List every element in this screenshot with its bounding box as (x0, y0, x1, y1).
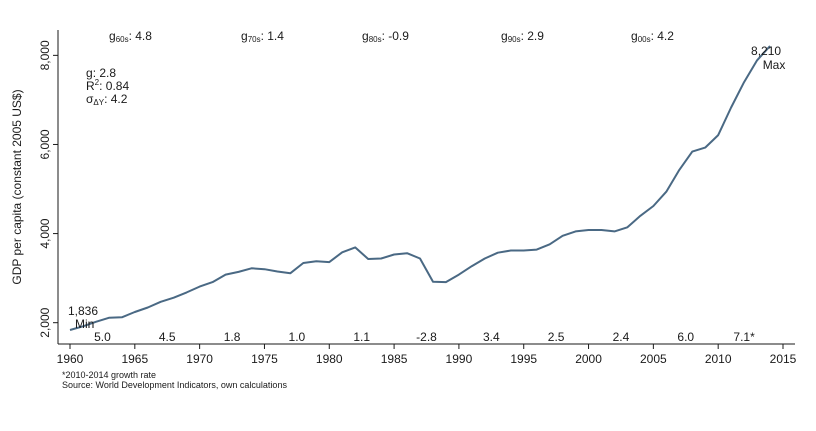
max-value-label: 8,210 (751, 44, 781, 58)
x-tick-label: 1985 (381, 352, 408, 366)
x-tick-label: 2005 (640, 352, 667, 366)
x-tick-label: 1960 (57, 352, 84, 366)
axes: 1960 1965 1970 1975 1980 1985 1990 1995 2000 2005… (10, 30, 797, 366)
period-growth-label: 1.8 (224, 330, 241, 344)
max-label: Max (763, 58, 786, 72)
min-value-label: 1,836 (68, 304, 98, 318)
period-growth-label: 2.4 (613, 330, 630, 344)
series-line (69, 45, 771, 331)
period-growth-label: 3.4 (483, 330, 500, 344)
period-growth-label: 1.1 (353, 330, 370, 344)
y-tick-label: 4,000 (38, 218, 52, 248)
decade-growth-label: g80s: -0.9 (362, 29, 409, 44)
y-tick-label: 8,000 (38, 40, 52, 70)
x-tick-label: 1965 (121, 352, 148, 366)
stat-growth: g: 2.8 (86, 66, 116, 80)
period-growth-label: 1.0 (289, 330, 306, 344)
decade-growth-label: g70s: 1.4 (241, 29, 284, 44)
stat-r-squared: R2: 0.84 (86, 78, 129, 93)
x-tick-label: 1980 (316, 352, 343, 366)
min-label: Min (75, 317, 94, 331)
x-tick-label: 1975 (251, 352, 278, 366)
period-growth-label: 6.0 (677, 330, 694, 344)
decade-growth-label: g00s: 4.2 (631, 29, 674, 44)
period-growth-label: -2.8 (416, 330, 437, 344)
x-tick-label: 2010 (705, 352, 732, 366)
x-tick-label: 1995 (510, 352, 537, 366)
period-growth-label: 2.5 (548, 330, 565, 344)
x-tick-label: 2015 (770, 352, 797, 366)
series-layer (69, 45, 771, 331)
period-growth-label: 7.1* (733, 330, 755, 344)
period-growth-label: 5.0 (94, 330, 111, 344)
y-axis-title: GDP per capita (constant 2005 US$) (10, 89, 24, 284)
decade-growth-label: g90s: 2.9 (501, 29, 544, 44)
period-growth-label: 4.5 (159, 330, 176, 344)
x-tick-label: 2000 (575, 352, 602, 366)
decade-growth-label: g60s: 4.8 (109, 29, 152, 44)
x-tick-label: 1990 (446, 352, 473, 366)
footnote-growth: *2010-2014 growth rate (62, 370, 156, 380)
x-tick-label: 1970 (186, 352, 213, 366)
footnote-source: Source: World Development Indicators, ow… (62, 380, 287, 390)
stat-volatility: σΔY: 4.2 (86, 92, 128, 107)
y-tick-label: 2,000 (38, 307, 52, 337)
y-tick-label: 6,000 (38, 129, 52, 159)
